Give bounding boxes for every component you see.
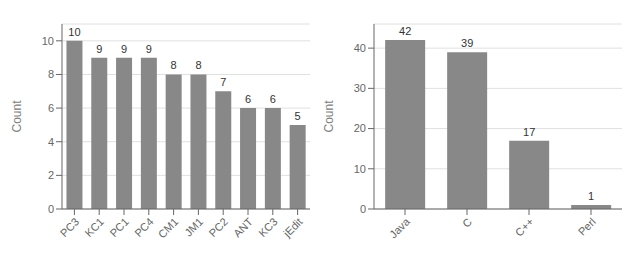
svg-text:8: 8 <box>195 59 201 71</box>
svg-text:8: 8 <box>171 59 177 71</box>
svg-text:9: 9 <box>96 43 102 55</box>
svg-text:10: 10 <box>354 163 366 175</box>
svg-text:1: 1 <box>588 190 594 202</box>
svg-text:C++: C++ <box>513 215 536 238</box>
svg-text:JM1: JM1 <box>182 215 205 238</box>
svg-text:Count: Count <box>322 100 336 133</box>
svg-text:20: 20 <box>354 122 366 134</box>
svg-text:9: 9 <box>146 43 152 55</box>
svg-text:ANT: ANT <box>231 215 255 239</box>
svg-text:Count: Count <box>10 100 24 133</box>
svg-text:0: 0 <box>360 203 366 215</box>
svg-text:2: 2 <box>48 169 54 181</box>
svg-text:KC1: KC1 <box>83 215 107 239</box>
svg-text:10: 10 <box>68 26 80 38</box>
svg-text:6: 6 <box>270 93 276 105</box>
svg-text:KC3: KC3 <box>256 215 280 239</box>
svg-text:Java: Java <box>387 215 413 241</box>
svg-text:42: 42 <box>399 25 411 37</box>
svg-text:jEdit: jEdit <box>280 215 304 239</box>
svg-text:40: 40 <box>354 42 366 54</box>
svg-text:5: 5 <box>295 110 301 122</box>
svg-text:PC4: PC4 <box>132 215 156 239</box>
svg-text:7: 7 <box>220 76 226 88</box>
svg-text:17: 17 <box>523 126 535 138</box>
svg-text:C: C <box>460 215 474 229</box>
svg-text:Perl: Perl <box>576 215 598 237</box>
svg-text:9: 9 <box>121 43 127 55</box>
svg-text:8: 8 <box>48 68 54 80</box>
svg-text:PC3: PC3 <box>58 215 82 239</box>
svg-text:6: 6 <box>48 102 54 114</box>
svg-text:CM1: CM1 <box>156 215 181 240</box>
svg-text:PC2: PC2 <box>207 215 231 239</box>
svg-text:30: 30 <box>354 82 366 94</box>
svg-text:6: 6 <box>245 93 251 105</box>
svg-text:39: 39 <box>461 37 473 49</box>
svg-text:4: 4 <box>48 136 54 148</box>
svg-text:PC1: PC1 <box>107 215 131 239</box>
svg-text:0: 0 <box>48 203 54 215</box>
svg-text:10: 10 <box>42 35 54 47</box>
